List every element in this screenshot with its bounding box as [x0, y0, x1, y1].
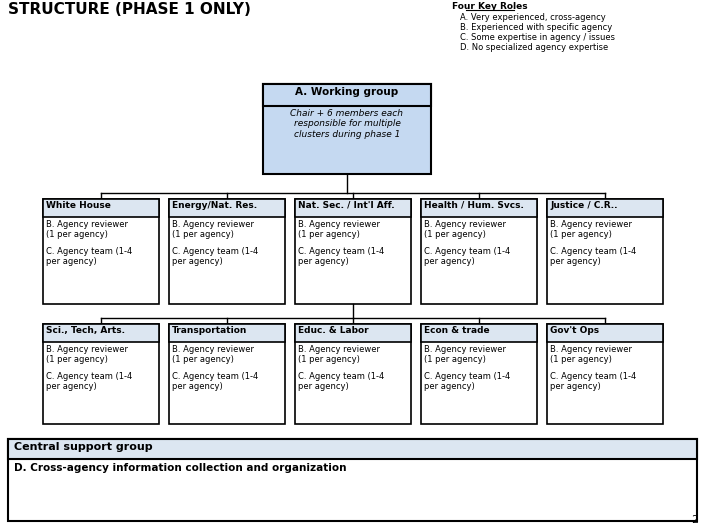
Text: Chair + 6 members each
responsible for multiple
clusters during phase 1: Chair + 6 members each responsible for m… — [290, 109, 404, 139]
FancyBboxPatch shape — [421, 199, 537, 217]
Text: B. Agency reviewer
(1 per agency): B. Agency reviewer (1 per agency) — [172, 220, 254, 240]
Text: B. Agency reviewer
(1 per agency): B. Agency reviewer (1 per agency) — [46, 345, 128, 364]
FancyBboxPatch shape — [43, 199, 159, 217]
FancyBboxPatch shape — [295, 324, 411, 342]
FancyBboxPatch shape — [263, 84, 431, 174]
FancyBboxPatch shape — [169, 199, 285, 304]
Text: B. Agency reviewer
(1 per agency): B. Agency reviewer (1 per agency) — [550, 345, 632, 364]
Text: B. Agency reviewer
(1 per agency): B. Agency reviewer (1 per agency) — [550, 220, 632, 240]
FancyBboxPatch shape — [547, 199, 663, 304]
Text: C. Some expertise in agency / issues: C. Some expertise in agency / issues — [460, 33, 615, 42]
Text: C. Agency team (1-4
per agency): C. Agency team (1-4 per agency) — [298, 372, 384, 391]
FancyBboxPatch shape — [169, 324, 285, 424]
Text: STRUCTURE (PHASE 1 ONLY): STRUCTURE (PHASE 1 ONLY) — [8, 2, 251, 17]
Text: 2: 2 — [691, 515, 698, 525]
Text: A. Working group: A. Working group — [295, 87, 399, 97]
Text: D. Cross-agency information collection and organization: D. Cross-agency information collection a… — [14, 463, 347, 473]
Text: B. Agency reviewer
(1 per agency): B. Agency reviewer (1 per agency) — [424, 345, 506, 364]
Text: B. Agency reviewer
(1 per agency): B. Agency reviewer (1 per agency) — [424, 220, 506, 240]
FancyBboxPatch shape — [295, 199, 411, 217]
FancyBboxPatch shape — [8, 439, 697, 521]
FancyBboxPatch shape — [8, 439, 697, 459]
Text: B. Experienced with specific agency: B. Experienced with specific agency — [460, 23, 612, 32]
FancyBboxPatch shape — [547, 199, 663, 217]
FancyBboxPatch shape — [169, 324, 285, 342]
Text: C. Agency team (1-4
per agency): C. Agency team (1-4 per agency) — [550, 372, 636, 391]
Text: B. Agency reviewer
(1 per agency): B. Agency reviewer (1 per agency) — [46, 220, 128, 240]
Text: B. Agency reviewer
(1 per agency): B. Agency reviewer (1 per agency) — [298, 220, 380, 240]
Text: B. Agency reviewer
(1 per agency): B. Agency reviewer (1 per agency) — [298, 345, 380, 364]
FancyBboxPatch shape — [169, 199, 285, 217]
FancyBboxPatch shape — [43, 324, 159, 342]
FancyBboxPatch shape — [263, 84, 431, 106]
Text: C. Agency team (1-4
per agency): C. Agency team (1-4 per agency) — [550, 247, 636, 267]
Text: D. No specialized agency expertise: D. No specialized agency expertise — [460, 43, 609, 52]
FancyBboxPatch shape — [43, 199, 159, 304]
Text: Nat. Sec. / Int'l Aff.: Nat. Sec. / Int'l Aff. — [298, 201, 395, 210]
FancyBboxPatch shape — [547, 324, 663, 342]
FancyBboxPatch shape — [295, 324, 411, 424]
FancyBboxPatch shape — [547, 324, 663, 424]
Text: Transportation: Transportation — [172, 326, 247, 335]
Text: Sci., Tech, Arts.: Sci., Tech, Arts. — [46, 326, 125, 335]
Text: Gov't Ops: Gov't Ops — [550, 326, 599, 335]
Text: Educ. & Labor: Educ. & Labor — [298, 326, 369, 335]
Text: C. Agency team (1-4
per agency): C. Agency team (1-4 per agency) — [172, 372, 258, 391]
Text: White House: White House — [46, 201, 111, 210]
FancyBboxPatch shape — [421, 324, 537, 424]
Text: A. Very experienced, cross-agency: A. Very experienced, cross-agency — [460, 13, 606, 22]
Text: C. Agency team (1-4
per agency): C. Agency team (1-4 per agency) — [298, 247, 384, 267]
FancyBboxPatch shape — [421, 324, 537, 342]
Text: Central support group: Central support group — [14, 442, 152, 452]
Text: Four Key Roles: Four Key Roles — [452, 2, 528, 11]
Text: Justice / C.R..: Justice / C.R.. — [550, 201, 618, 210]
Text: Health / Hum. Svcs.: Health / Hum. Svcs. — [424, 201, 524, 210]
Text: C. Agency team (1-4
per agency): C. Agency team (1-4 per agency) — [424, 247, 510, 267]
FancyBboxPatch shape — [43, 324, 159, 424]
Text: C. Agency team (1-4
per agency): C. Agency team (1-4 per agency) — [424, 372, 510, 391]
Text: C. Agency team (1-4
per agency): C. Agency team (1-4 per agency) — [46, 247, 132, 267]
Text: B. Agency reviewer
(1 per agency): B. Agency reviewer (1 per agency) — [172, 345, 254, 364]
FancyBboxPatch shape — [421, 199, 537, 304]
Text: C. Agency team (1-4
per agency): C. Agency team (1-4 per agency) — [172, 247, 258, 267]
Text: Econ & trade: Econ & trade — [424, 326, 490, 335]
FancyBboxPatch shape — [295, 199, 411, 304]
Text: C. Agency team (1-4
per agency): C. Agency team (1-4 per agency) — [46, 372, 132, 391]
Text: Energy/Nat. Res.: Energy/Nat. Res. — [172, 201, 257, 210]
